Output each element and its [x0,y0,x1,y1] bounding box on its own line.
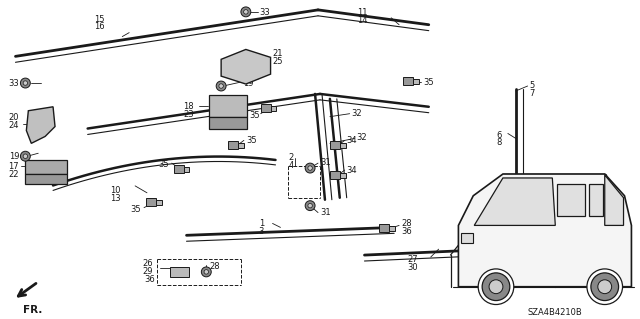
Circle shape [23,154,28,159]
Bar [413,79,419,84]
Text: 35: 35 [246,137,257,145]
Bar [146,198,156,206]
Text: 17: 17 [8,162,19,171]
Circle shape [587,269,623,305]
Circle shape [20,78,30,88]
Text: 26: 26 [142,259,153,268]
Text: 20: 20 [8,113,19,122]
Bar [330,141,340,149]
Text: 19: 19 [243,79,253,88]
Text: 35: 35 [249,111,259,120]
Text: 5: 5 [530,81,535,90]
Circle shape [204,270,209,274]
Bar [209,95,247,117]
Text: 35: 35 [130,205,141,214]
Polygon shape [605,175,623,226]
Text: 11: 11 [358,8,368,17]
Text: 18: 18 [184,102,194,111]
Bar [26,160,67,174]
Text: 31: 31 [320,158,331,167]
Circle shape [202,267,211,277]
Text: 36: 36 [144,275,155,284]
Text: 10: 10 [110,186,121,195]
Circle shape [244,10,248,14]
Bar [340,173,346,178]
Text: 4: 4 [289,161,294,170]
Text: 29: 29 [142,267,152,276]
Bar [461,233,473,243]
Bar [340,143,346,148]
Bar [389,226,395,231]
Text: 14: 14 [358,16,368,25]
Text: FR.: FR. [24,305,43,315]
Text: 22: 22 [8,170,19,179]
Text: 9: 9 [219,102,225,111]
Text: 34: 34 [347,166,357,175]
Text: 36: 36 [401,227,412,236]
Circle shape [20,151,30,161]
Bar [156,200,162,205]
Bar [26,174,67,184]
Text: 34: 34 [347,137,357,145]
Bar [260,104,271,112]
Circle shape [489,280,503,293]
Bar [170,267,189,277]
Bar [330,171,340,179]
Bar [238,143,244,148]
Text: 27: 27 [407,255,418,264]
Polygon shape [221,49,271,84]
Text: 33: 33 [260,8,271,17]
Polygon shape [474,178,556,226]
Text: 21: 21 [273,49,283,58]
Text: 33: 33 [8,79,19,88]
Circle shape [478,269,514,305]
Text: 3: 3 [259,227,264,236]
Circle shape [591,273,619,300]
Text: 30: 30 [407,263,418,272]
Circle shape [305,201,315,211]
Bar [209,117,247,129]
Bar [557,184,585,216]
Circle shape [216,81,226,91]
Polygon shape [458,174,632,287]
Circle shape [305,163,315,173]
Polygon shape [26,107,55,143]
Text: 35: 35 [158,160,168,169]
Text: 16: 16 [95,22,105,31]
Text: 12: 12 [219,110,230,119]
Text: 32: 32 [351,109,362,118]
Text: 2: 2 [289,153,294,162]
Text: 13: 13 [110,194,121,203]
Circle shape [219,84,223,88]
Circle shape [23,81,28,85]
Circle shape [308,166,312,170]
Circle shape [598,280,612,293]
Bar [403,77,413,85]
Text: 23: 23 [184,110,194,119]
Text: 35: 35 [423,78,433,87]
Text: 31: 31 [320,208,331,217]
Text: 28: 28 [401,219,412,228]
Text: 15: 15 [95,15,105,24]
Bar [228,141,238,149]
Text: 6: 6 [496,130,501,139]
Text: SZA4B4210B: SZA4B4210B [527,308,582,317]
Text: 19: 19 [10,152,20,161]
Bar [380,225,389,232]
Circle shape [241,7,251,17]
Circle shape [308,204,312,208]
Text: 7: 7 [530,89,535,98]
Text: 25: 25 [273,57,283,66]
Bar [589,184,603,216]
Bar [271,106,276,111]
Text: 32: 32 [356,133,367,143]
Bar [173,165,184,173]
Bar [184,167,189,172]
Text: 24: 24 [8,121,19,130]
Text: 1: 1 [259,219,264,228]
Circle shape [482,273,510,300]
Text: 8: 8 [496,138,501,147]
Text: 28: 28 [209,262,220,271]
